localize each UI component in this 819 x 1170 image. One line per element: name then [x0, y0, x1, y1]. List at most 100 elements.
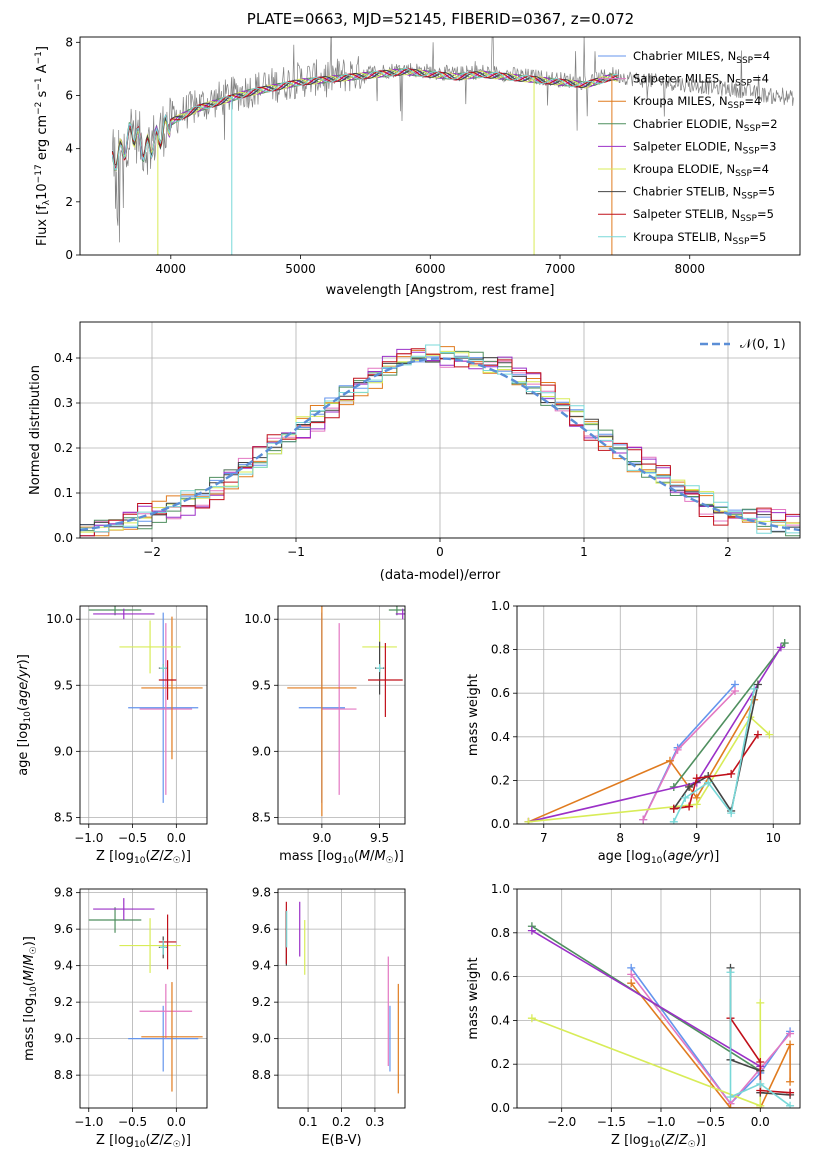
data-point: [158, 660, 177, 700]
y-tick-label: 9.4: [54, 959, 73, 973]
y-tick-label: 0.8: [491, 926, 510, 940]
y-tick-label: 0.6: [491, 686, 510, 700]
panel-mass-vs-ebv: 0.1 0.2 0.3 8.8 9.0 9.2 9.4 9.6 9.8 E(B-V): [252, 886, 406, 1148]
x-tick-label: 0.3: [365, 1115, 384, 1129]
plot-area: [517, 606, 800, 824]
x-tick-label: −0.5: [118, 1115, 147, 1129]
weight-point: [756, 1058, 765, 1067]
data-point: [119, 620, 181, 674]
x-tick-label: 10: [766, 831, 781, 845]
y-tick-label: 9.4: [252, 959, 271, 973]
data-point: [93, 898, 155, 921]
page-title: PLATE=0663, MJD=52145, FIBERID=0367, z=0…: [246, 10, 635, 28]
residual-histogram: [80, 348, 800, 537]
y-tick-label: 9.6: [54, 922, 73, 936]
legend-label: 𝒩(0, 1): [740, 336, 786, 351]
weight-point: [765, 730, 774, 739]
model-spectrum: [111, 68, 619, 166]
weight-series: [531, 929, 761, 1068]
y-tick-label: 0.4: [54, 351, 73, 365]
y-tick-label: 1.0: [491, 882, 510, 896]
weight-point: [786, 1088, 795, 1097]
weight-point: [681, 793, 690, 802]
weight-point: [786, 1101, 795, 1108]
x-tick-label: 9.5: [370, 831, 389, 845]
data-point: [141, 982, 203, 1092]
weight-point: [669, 804, 678, 813]
axes-frame: [79, 605, 208, 825]
y-tick-label: 0: [65, 248, 73, 262]
y-tick-label: 0.4: [491, 1013, 510, 1027]
weight-series: [528, 699, 755, 823]
y-tick-label: 9.2: [252, 995, 271, 1009]
residual-histogram: [80, 348, 800, 537]
x-axis-label: age [log10(age/yr)]: [598, 849, 720, 866]
legend: Chabrier MILES, NSSP=4 Salpeter MILES, NS…: [598, 49, 778, 247]
y-tick-label: 9.5: [252, 678, 271, 692]
plot-area: [80, 322, 800, 538]
data-point: [376, 664, 384, 673]
y-tick-label: 8.8: [252, 1068, 271, 1082]
axes-frame: [277, 605, 406, 825]
y-tick-label: 0.3: [54, 396, 73, 410]
x-axis-label: mass [log10(M/M☉)]: [279, 849, 404, 866]
y-tick-label: 6: [65, 88, 73, 102]
panel-age-vs-mass: 9.0 9.5 8.5 9.0 9.5 10.0 mass [log10(M/M☉)]: [244, 605, 406, 866]
weight-point: [726, 1104, 735, 1108]
weight-point: [627, 970, 636, 979]
y-axis-label: mass weight: [466, 957, 481, 1039]
y-tick-label: 8.5: [252, 810, 271, 824]
plot-area: [80, 889, 207, 1108]
y-tick-label: 0.8: [491, 643, 510, 657]
residual-histogram: [80, 344, 800, 534]
weight-point: [527, 926, 536, 935]
weight-point: [685, 802, 694, 811]
weight-point: [524, 817, 533, 824]
x-tick-label: 2: [724, 545, 732, 559]
weight-point: [727, 809, 736, 818]
residual-histogram: [80, 357, 800, 533]
weight-series: [729, 972, 791, 1107]
weight-point: [786, 1040, 795, 1049]
x-tick-label: −1.0: [74, 1115, 103, 1129]
weight-point: [756, 1079, 765, 1088]
x-axis-label: Z [log10(Z/Z☉)]: [611, 1133, 706, 1150]
x-tick-label: 4000: [156, 262, 187, 276]
legend-label: Chabrier STELIB, NSSP=5: [633, 185, 775, 202]
weight-series: [630, 973, 791, 1105]
y-tick-label: 4: [65, 142, 73, 156]
weight-point: [669, 817, 678, 824]
data-point: [93, 608, 155, 620]
y-tick-label: 0.6: [491, 970, 510, 984]
x-tick-label: 0.0: [167, 831, 186, 845]
x-tick-label: 7000: [545, 262, 576, 276]
x-tick-label: 5000: [285, 262, 316, 276]
axes-frame: [516, 888, 801, 1109]
weight-point: [665, 756, 674, 765]
y-tick-label: 9.0: [54, 1032, 73, 1046]
y-tick-label: 10.0: [244, 612, 271, 626]
legend: 𝒩(0, 1): [700, 336, 786, 351]
y-tick-label: 0.1: [54, 486, 73, 500]
gaussian-curve: [80, 357, 800, 532]
legend-label: Kroupa MILES, NSSP=4: [633, 94, 761, 111]
y-tick-label: 0.0: [491, 817, 510, 831]
y-axis-label: mass weight: [466, 674, 481, 756]
y-tick-label: 0.2: [54, 441, 73, 455]
y-tick-label: 9.8: [252, 886, 271, 900]
plot-area: [278, 606, 405, 824]
y-tick-label: 10.0: [46, 612, 73, 626]
plot-area: [278, 889, 405, 1108]
data-point: [159, 940, 167, 955]
y-tick-label: 9.2: [54, 995, 73, 1009]
x-axis-label: Z [log10(Z/Z☉)]: [96, 1133, 191, 1150]
data-point: [159, 664, 167, 673]
x-tick-label: −2.0: [547, 1115, 576, 1129]
data-point: [395, 608, 405, 620]
legend-label: Salpeter MILES, NSSP=4: [633, 72, 769, 89]
weight-point: [704, 778, 713, 787]
data-point: [368, 642, 403, 717]
x-axis-label: wavelength [Angstrom, rest frame]: [326, 283, 555, 298]
weight-point: [639, 815, 648, 824]
